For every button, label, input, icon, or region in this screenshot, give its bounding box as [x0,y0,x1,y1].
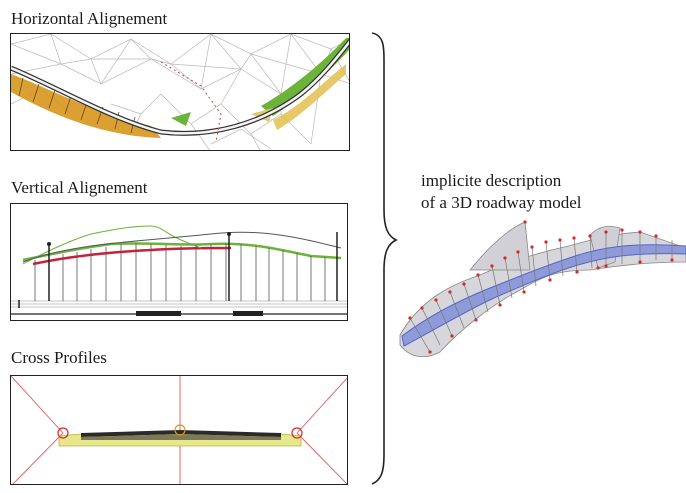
cut-right [261,38,349,116]
curly-brace [371,32,398,485]
description-line-2: of a 3D roadway model [421,193,582,212]
cross-profiles-panel [10,375,348,485]
vertical-alignment-label: Vertical Alignement [11,178,148,197]
horizontal-alignment-drawing [11,34,349,150]
cross-profile-drawing [11,376,347,484]
cross-profiles-label: Cross Profiles [11,348,107,367]
roadway-3d-model [399,220,686,358]
vertical-alignment-panel [10,203,348,321]
vertical-alignment-drawing [11,225,347,320]
profile-marker-right [291,427,303,439]
model-description: implicite description of a 3D roadway mo… [421,170,582,214]
description-line-1: implicite description [421,171,562,190]
horizontal-alignment-panel [10,33,350,151]
profile-marker-left [57,427,69,439]
horizontal-alignment-label: Horizontal Alignement [11,9,168,28]
profile-marker-center [174,424,186,436]
